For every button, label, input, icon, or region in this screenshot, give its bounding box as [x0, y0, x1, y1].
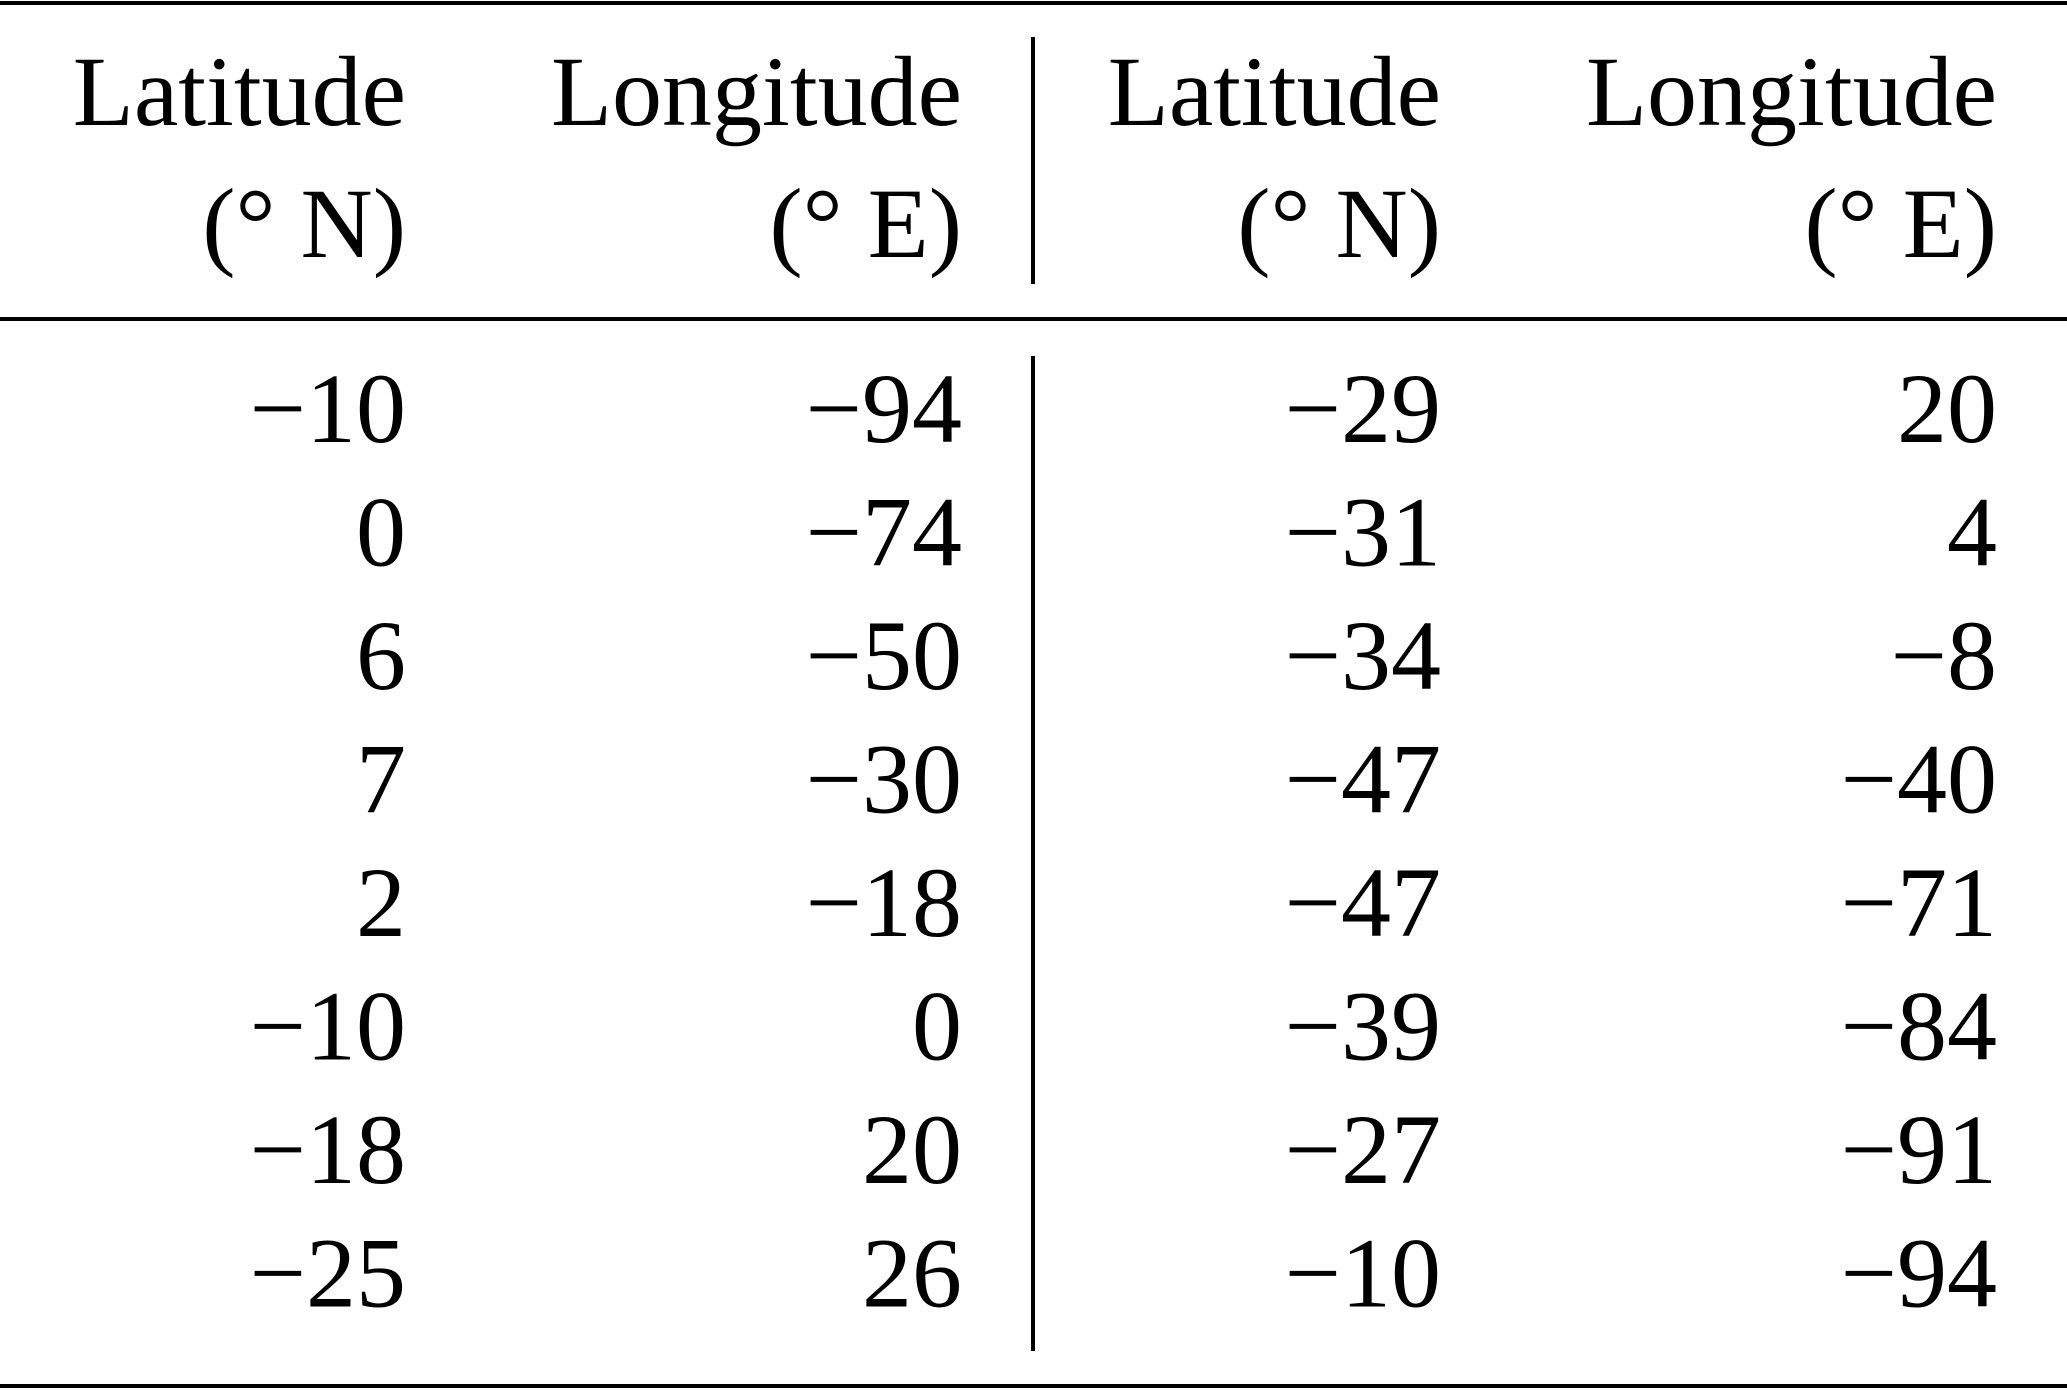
cell: −47	[1285, 847, 1441, 958]
cell: −25	[250, 1218, 406, 1329]
cell: −47	[1285, 724, 1441, 835]
cell: −74	[806, 477, 962, 588]
column-header: (° N)	[202, 168, 406, 279]
cell: −71	[1841, 847, 1997, 958]
cell: 20	[862, 1094, 962, 1205]
column-header: (° N)	[1237, 168, 1441, 279]
cell: 26	[862, 1218, 962, 1329]
cell: 0	[912, 971, 962, 1082]
column-header: Latitude	[73, 36, 406, 147]
cell: −91	[1841, 1094, 1997, 1205]
cell: −27	[1285, 1094, 1441, 1205]
cell: 7	[356, 724, 406, 835]
column-header: Longitude	[551, 36, 962, 147]
cell: −94	[1841, 1218, 1997, 1329]
column-header: Latitude	[1108, 36, 1441, 147]
cell: −84	[1841, 971, 1997, 1082]
cell: 6	[356, 600, 406, 711]
cell: −39	[1285, 971, 1441, 1082]
cell: −8	[1891, 600, 1997, 711]
cell: −29	[1285, 353, 1441, 464]
cell: 0	[356, 477, 406, 588]
cell: −34	[1285, 600, 1441, 711]
cell: −50	[806, 600, 962, 711]
cell: −31	[1285, 477, 1441, 588]
column-header: (° E)	[1804, 168, 1997, 279]
cell: −30	[806, 724, 962, 835]
cell: 2	[356, 847, 406, 958]
cell: −10	[250, 353, 406, 464]
column-header: Longitude	[1586, 36, 1997, 147]
cell: −18	[806, 847, 962, 958]
cell: 4	[1947, 477, 1997, 588]
cell: −10	[1285, 1218, 1441, 1329]
cell: −18	[250, 1094, 406, 1205]
cell: −40	[1841, 724, 1997, 835]
cell: −94	[806, 353, 962, 464]
cell: 20	[1897, 353, 1997, 464]
column-header: (° E)	[769, 168, 962, 279]
cell: −10	[250, 971, 406, 1082]
